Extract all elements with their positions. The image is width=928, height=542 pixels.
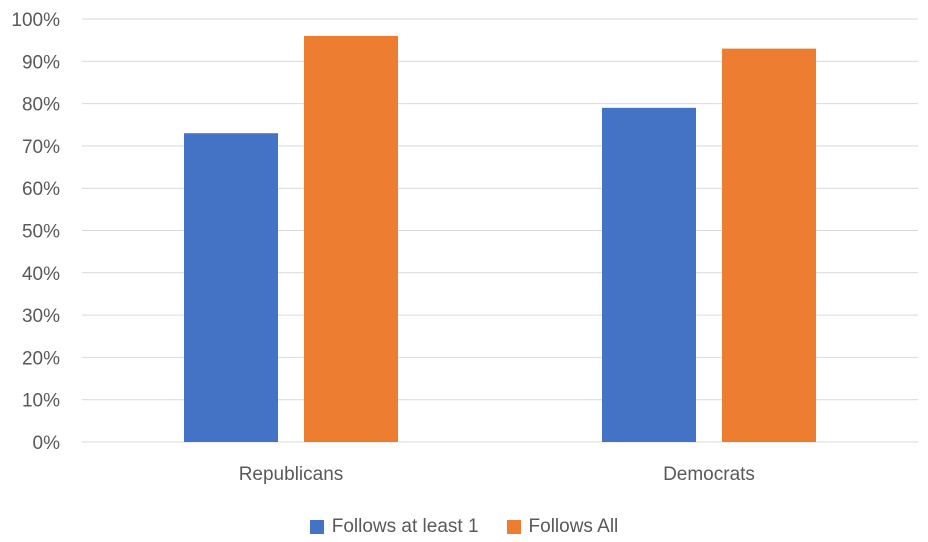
y-tick-label: 90% bbox=[22, 52, 60, 73]
legend: Follows at least 1 Follows All bbox=[0, 512, 928, 542]
x-axis-categories: Republicans Democrats bbox=[239, 464, 755, 485]
bars bbox=[184, 35, 816, 443]
y-axis-ticks: 0% 10% 20% 30% 40% 50% 60% 70% 80% 90% 100% bbox=[11, 10, 60, 454]
y-tick-label: 0% bbox=[33, 433, 61, 454]
y-tick-label: 100% bbox=[11, 10, 60, 31]
x-category-label: Democrats bbox=[663, 464, 755, 485]
legend-label-follows-all: Follows All bbox=[528, 516, 619, 537]
y-tick-label: 60% bbox=[22, 179, 60, 200]
y-tick-label: 20% bbox=[22, 348, 60, 369]
y-tick-label: 40% bbox=[22, 264, 60, 285]
legend-item-follows-all: Follows All bbox=[506, 516, 619, 538]
bar-chart: 0% 10% 20% 30% 40% 50% 60% 70% 80% 90% 100% Republ… bbox=[11, 10, 918, 485]
y-tick-label: 80% bbox=[22, 95, 60, 116]
legend-swatch-follows-at-least-1 bbox=[309, 520, 324, 534]
bar-democrats-follows-all bbox=[722, 48, 816, 443]
legend-item-follows-at-least-1: Follows at least 1 bbox=[309, 516, 479, 538]
legend-swatch-follows-all bbox=[506, 520, 521, 534]
bar-republicans-follows-at-least-1 bbox=[184, 133, 278, 442]
legend-label-follows-at-least-1: Follows at least 1 bbox=[331, 516, 479, 537]
y-tick-label: 70% bbox=[22, 137, 60, 158]
y-tick-label: 10% bbox=[22, 391, 60, 412]
y-tick-label: 30% bbox=[22, 306, 60, 327]
bar-republicans-follows-all bbox=[304, 35, 398, 443]
x-category-label: Republicans bbox=[239, 464, 344, 485]
bar-democrats-follows-at-least-1 bbox=[602, 107, 696, 442]
y-tick-label: 50% bbox=[22, 222, 60, 243]
